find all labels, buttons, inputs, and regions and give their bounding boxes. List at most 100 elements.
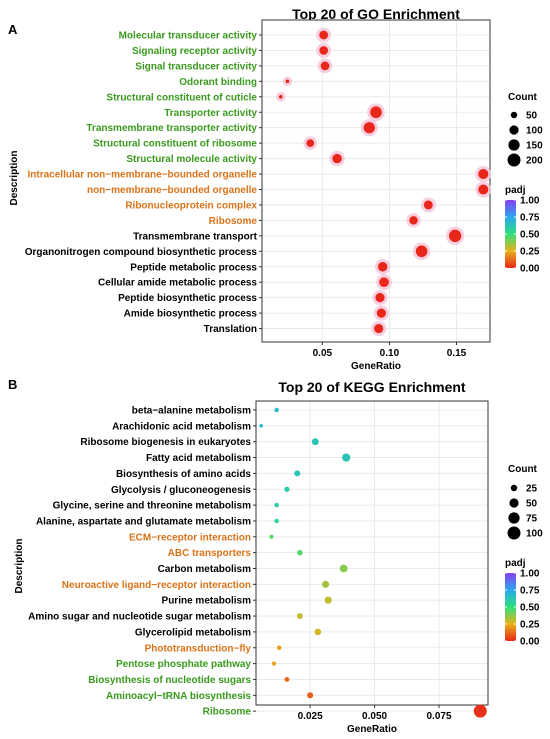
- color-legend-label: 0.00: [520, 637, 540, 648]
- y-tick-label: Ribosome: [203, 707, 252, 718]
- color-legend-title: padj: [505, 185, 526, 196]
- color-legend-bar: [505, 200, 516, 268]
- data-point: [322, 580, 330, 588]
- data-point: [284, 486, 290, 492]
- size-legend-dot: [510, 111, 518, 119]
- data-point: [370, 106, 382, 119]
- data-point: [285, 79, 290, 84]
- data-point: [409, 216, 418, 225]
- size-legend-label: 100: [526, 126, 543, 137]
- data-point: [478, 169, 489, 180]
- data-point: [314, 628, 322, 636]
- y-tick-label: Signaling receptor activity: [132, 46, 257, 57]
- x-tick-label: 0.075: [427, 711, 452, 722]
- data-point: [320, 61, 330, 71]
- y-tick-label: Ribonucleoprotein complex: [125, 200, 257, 211]
- size-legend-label: 75: [526, 514, 538, 525]
- y-tick-label: Biosynthesis of nucleotide sugars: [88, 675, 251, 686]
- color-legend-bar: [505, 573, 516, 641]
- size-legend-dot: [510, 484, 518, 492]
- data-point: [269, 534, 274, 539]
- plot-frame: [261, 19, 491, 343]
- data-point: [377, 262, 388, 272]
- go-enrichment-panel: A Top 20 of GO Enrichment 0.05 0.10 0.15 Gene…: [8, 6, 543, 372]
- data-point: [296, 613, 303, 619]
- size-legend-label: 200: [526, 156, 543, 167]
- chart-title: Top 20 of GO Enrichment: [292, 6, 460, 22]
- color-legend-label: 0.75: [520, 213, 540, 224]
- data-point: [324, 596, 332, 604]
- y-tick-label: Amide biosynthetic process: [124, 309, 258, 320]
- size-legend-title: Count: [508, 464, 538, 475]
- y-tick-label: Organonitrogen compound biosynthetic pro…: [25, 247, 258, 258]
- data-point: [284, 677, 290, 682]
- size-legend-title: Count: [508, 92, 538, 103]
- y-tick-label: Amino sugar and nucleotide sugar metabol…: [28, 612, 251, 623]
- size-legend-dot: [509, 125, 519, 135]
- color-legend-label: 1.00: [520, 196, 540, 207]
- data-point: [415, 245, 428, 258]
- y-tick-label: Structural constituent of ribosome: [93, 139, 257, 150]
- y-tick-label: Translation: [204, 324, 257, 335]
- y-tick-label: Aminoacyl−tRNA biosynthesis: [106, 691, 251, 702]
- y-tick-label: Ribosome: [209, 216, 258, 227]
- x-axis-label: GeneRatio: [347, 724, 397, 735]
- color-legend-label: 0.25: [520, 620, 540, 631]
- y-tick-label: Glycolysis / gluconeogenesis: [111, 485, 251, 496]
- data-point: [375, 293, 385, 303]
- data-point: [276, 645, 282, 651]
- data-point: [311, 438, 319, 446]
- y-tick-label: Peptide metabolic process: [130, 262, 257, 273]
- data-point: [478, 184, 489, 195]
- size-legend-label: 50: [526, 499, 538, 510]
- data-point: [306, 139, 315, 147]
- panel-letter: B: [8, 377, 17, 392]
- y-tick-label: ECM−receptor interaction: [129, 532, 251, 543]
- data-point: [274, 502, 279, 508]
- y-tick-label: Structural constituent of cuticle: [106, 92, 257, 103]
- data-point: [307, 692, 314, 699]
- y-tick-label: Pentose phosphate pathway: [116, 659, 251, 670]
- data-point: [423, 200, 433, 210]
- y-tick-label: ABC transporters: [168, 548, 252, 559]
- data-point: [274, 518, 279, 524]
- y-tick-label: Carbon metabolism: [158, 564, 251, 575]
- panel-letter: A: [8, 22, 18, 37]
- y-tick-label: Signal transducer activity: [135, 61, 257, 72]
- x-tick-label: 0.10: [380, 348, 400, 359]
- data-point: [274, 407, 279, 413]
- size-legend-label: 25: [526, 484, 538, 495]
- data-point: [376, 308, 386, 318]
- data-point: [448, 229, 462, 243]
- y-tick-label: Transporter activity: [164, 108, 257, 119]
- kegg-enrichment-panel: B Top 20 of KEGG Enrichment 0.025 0.050 0.07…: [8, 377, 543, 735]
- x-axis-label: GeneRatio: [351, 361, 401, 372]
- data-point: [319, 30, 329, 40]
- size-legend-dot: [507, 153, 521, 167]
- y-tick-label: Glycerolipid metabolism: [135, 627, 251, 638]
- color-legend-label: 0.75: [520, 586, 540, 597]
- size-legend-label: 50: [526, 111, 538, 122]
- data-point: [342, 453, 351, 462]
- size-legend-dot: [509, 498, 519, 508]
- y-tick-label: Fatty acid metabolism: [146, 453, 251, 464]
- data-point: [363, 122, 375, 134]
- size-legend-label: 150: [526, 141, 543, 152]
- y-tick-label: Molecular transducer activity: [119, 31, 258, 42]
- y-tick-label: Biosynthesis of amino acids: [116, 469, 251, 480]
- data-point: [332, 153, 342, 164]
- color-legend-label: 0.00: [520, 264, 540, 275]
- data-point: [379, 277, 389, 288]
- y-tick-label: Purine metabolism: [162, 596, 252, 607]
- y-tick-label: Intracellular non−membrane−bounded organ…: [28, 170, 258, 181]
- color-legend-label: 0.50: [520, 230, 540, 241]
- x-tick-label: 0.15: [447, 348, 467, 359]
- y-axis-label: Description: [9, 150, 20, 205]
- y-tick-label: beta−alanine metabolism: [132, 406, 251, 417]
- y-tick-label: Glycine, serine and threonine metabolism: [53, 501, 251, 512]
- size-legend-dot: [508, 512, 520, 524]
- chart-title: Top 20 of KEGG Enrichment: [278, 379, 466, 395]
- y-tick-label: Ribosome biogenesis in eukaryotes: [80, 437, 251, 448]
- x-tick-label: 0.050: [362, 711, 387, 722]
